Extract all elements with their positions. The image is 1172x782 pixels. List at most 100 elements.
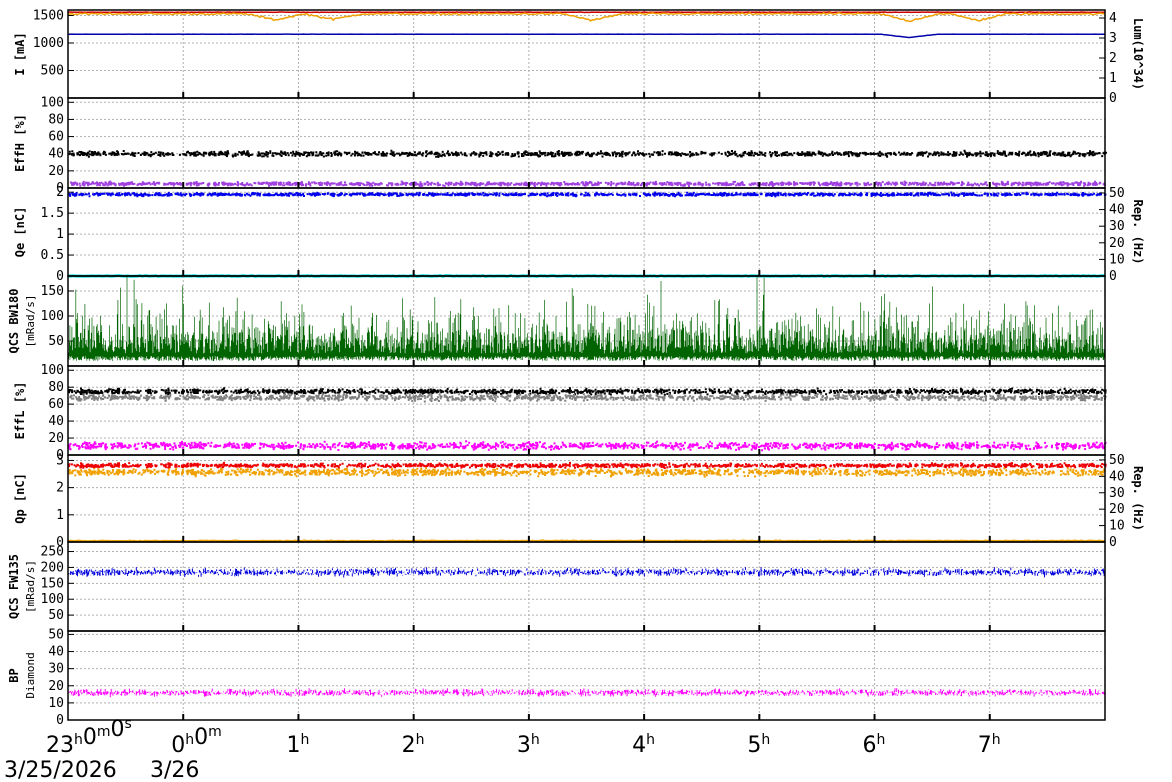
x-tick-label: 0h0m [171, 724, 222, 758]
time-axis: 23h0m0s 0h0m 1h 2h 3h 4h 5h 6h 7h 3/25/2026 3/26 [4, 716, 1001, 782]
series-spikes [67, 276, 1105, 361]
series-qcs_fw-0 [67, 566, 1105, 578]
panel-frame [67, 365, 1106, 456]
y-tick-label-left: 20 [48, 679, 64, 694]
y-tick-label-right: 20 [1109, 502, 1125, 517]
series-charge_p-1 [68, 461, 1107, 470]
y-axis-label-left-unit: [mRad/s] [24, 295, 37, 348]
y-tick-label-right: 40 [1109, 469, 1125, 484]
y-tick-label-left: 100 [41, 592, 64, 607]
series-line [67, 11, 1106, 23]
y-tick-label-left: 100 [41, 363, 64, 378]
y-tick-label-right: 3 [1109, 31, 1117, 46]
y-axis-label-right: Rep. (Hz) [1131, 199, 1145, 264]
series-current-0 [67, 11, 1105, 14]
y-tick-label-right: 20 [1109, 236, 1125, 251]
panel-frame [67, 630, 1106, 721]
y-tick-label-right: 50 [1109, 453, 1125, 468]
y-tick-label-left: 40 [48, 414, 64, 429]
y-axis-label-left: I [mA] [13, 32, 27, 75]
y-tick-label-left: 50 [48, 334, 64, 349]
y-tick-label-left: 1 [56, 508, 64, 523]
y-tick-label-right: 0 [1109, 91, 1117, 106]
series-current-2 [67, 33, 1105, 39]
panel-eff_h: 0 20 40 60 80 100 EffH [%] [13, 95, 1108, 196]
y-tick-label-left: 1000 [33, 36, 64, 51]
series-points [68, 149, 1108, 158]
y-tick-label-right: 1 [1109, 71, 1117, 86]
x-tick-label: 2h [402, 732, 425, 758]
y-tick-label-left: 500 [41, 64, 64, 79]
y-tick-label-left: 80 [48, 112, 64, 127]
y-tick-label-left: 60 [48, 397, 64, 412]
series-eff_l-1 [69, 392, 1107, 403]
series-eff_l-0 [68, 387, 1107, 396]
y-tick-label-right: 40 [1109, 203, 1125, 218]
series-points [68, 440, 1107, 452]
y-tick-label-left: 60 [48, 130, 64, 145]
series-charge_p-0 [68, 467, 1106, 478]
date-label-start: 3/25/2026 [4, 758, 117, 782]
x-tick-label: 1h [286, 732, 309, 758]
y-tick-label-right: 2 [1109, 51, 1117, 66]
y-tick-label-right: 10 [1109, 519, 1125, 534]
y-tick-label-left: 250 [41, 545, 64, 560]
series-qcs_bw-0 [67, 276, 1105, 361]
panel-eff_l: 0 20 40 60 80 100 EffL [%] [13, 363, 1107, 463]
x-tick-label: 6h [863, 732, 886, 758]
series-line [67, 539, 1106, 542]
x-tick-label: 4h [632, 732, 655, 758]
y-tick-label-left: 0.5 [41, 248, 64, 263]
y-tick-label-left: 30 [48, 662, 64, 677]
y-axis-label-left: QCS FW135 [7, 554, 21, 619]
y-axis-label-left-unit: Diamond [24, 652, 37, 698]
y-tick-label-left: 2 [56, 185, 64, 200]
y-tick-label-right: 0 [1109, 269, 1117, 284]
y-tick-label-left: 20 [48, 431, 64, 446]
y-tick-label-left: 20 [48, 164, 64, 179]
y-tick-label-left: 2 [56, 481, 64, 496]
x-tick-label: 3h [517, 732, 540, 758]
y-tick-label-left: 200 [41, 560, 64, 575]
y-axis-label-left: BP [7, 668, 21, 682]
y-tick-label-right: 50 [1109, 186, 1125, 201]
panel-frame [67, 187, 1106, 277]
y-tick-label-left: 50 [48, 608, 64, 623]
y-tick-label-right: 0 [1109, 535, 1117, 550]
y-tick-label-left: 100 [41, 95, 64, 110]
series-band [67, 566, 1105, 578]
y-tick-label-left: 0 [56, 535, 64, 550]
panel-current: 500 1000 1500 0 1 2 3 4 I [mA] Lum(10^34) [13, 9, 1145, 107]
series-eff_l-2 [68, 440, 1107, 452]
x-tick-label: 7h [978, 732, 1001, 758]
y-tick-label-left: 0 [56, 448, 64, 463]
series-eff_h-0 [68, 149, 1108, 158]
y-axis-label-left: EffL [%] [13, 382, 27, 440]
y-axis-label-left: EffH [%] [13, 114, 27, 172]
series-bp_diamond-0 [67, 688, 1105, 698]
panel-frame [67, 97, 1106, 189]
y-tick-label-right: 10 [1109, 252, 1125, 267]
y-tick-label-left: 100 [41, 309, 64, 324]
y-tick-label-left: 80 [48, 380, 64, 395]
y-tick-label-right: 30 [1109, 486, 1125, 501]
date-label-next: 3/26 [150, 758, 199, 782]
series-points [68, 461, 1107, 470]
y-tick-label-left: 150 [41, 284, 64, 299]
y-tick-label-left: 3 [56, 453, 64, 468]
y-tick-label-left: 1.5 [41, 206, 64, 221]
y-tick-label-left: 10 [48, 696, 64, 711]
series-points [68, 467, 1106, 478]
series-charge_p-2 [67, 539, 1106, 542]
panel-bp_diamond: 0 10 20 30 40 50 BP Diamond [7, 627, 1106, 728]
series-points [68, 387, 1107, 396]
y-axis-label-left: Qp [nC] [13, 473, 27, 524]
y-tick-label-left: 40 [48, 147, 64, 162]
y-axis-label-left-unit: [mRad/s] [24, 560, 37, 613]
y-tick-label-left: 50 [48, 627, 64, 642]
series-points [68, 191, 1107, 198]
